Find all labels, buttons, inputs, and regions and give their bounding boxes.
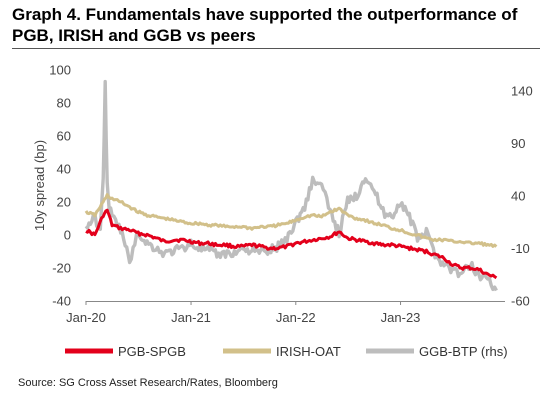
- y-right-tick-label: 90: [511, 136, 525, 151]
- y-left-tick-label: -20: [52, 261, 71, 276]
- y-left-tick-label: 60: [57, 129, 71, 144]
- y-left-tick-label: 20: [57, 195, 71, 210]
- y-right-tick-label: 40: [511, 189, 525, 204]
- series-line-1: [84, 193, 498, 248]
- x-tick-label: Jan-20: [66, 310, 106, 325]
- y-left-tick-label: -40: [52, 294, 71, 309]
- y-left-tick-label: 80: [57, 96, 71, 111]
- chart-title-line-1: Graph 4. Fundamentals have supported the…: [12, 5, 518, 24]
- source-note: Source: SG Cross Asset Research/Rates, B…: [18, 377, 278, 389]
- series-lines: [84, 79, 498, 292]
- y-axis-label: 10y spread (bp): [32, 140, 47, 231]
- series-line-0: [85, 208, 498, 280]
- y-right-tick-label: -10: [511, 241, 530, 256]
- chart-title: Graph 4. Fundamentals have supported the…: [12, 4, 548, 46]
- legend-label-2: GGB-BTP (rhs): [419, 344, 508, 359]
- legend-label-0: PGB-SPGB: [118, 344, 186, 359]
- axes: -40 -20 0 20 40 60 80 100 -60 -10 40 90 140 Jan-20 Jan…: [32, 63, 533, 326]
- legend-label-1: IRISH-OAT: [276, 344, 341, 359]
- series-line-2: [84, 79, 498, 292]
- y-left-tick-label: 40: [57, 162, 71, 177]
- x-tick-label: Jan-21: [171, 310, 211, 325]
- y-left-tick-label: 100: [49, 63, 71, 78]
- y-right-tick-label: 140: [511, 84, 533, 99]
- x-tick-label: Jan-23: [381, 310, 421, 325]
- title-divider: [12, 48, 540, 49]
- y-right-tick-label: -60: [511, 294, 530, 309]
- legend: PGB-SPGB IRISH-OAT GGB-BTP (rhs): [65, 344, 508, 359]
- chart-title-line-2: PGB, IRISH and GGB vs peers: [12, 26, 256, 45]
- x-tick-label: Jan-22: [276, 310, 316, 325]
- y-left-tick-label: 0: [64, 228, 71, 243]
